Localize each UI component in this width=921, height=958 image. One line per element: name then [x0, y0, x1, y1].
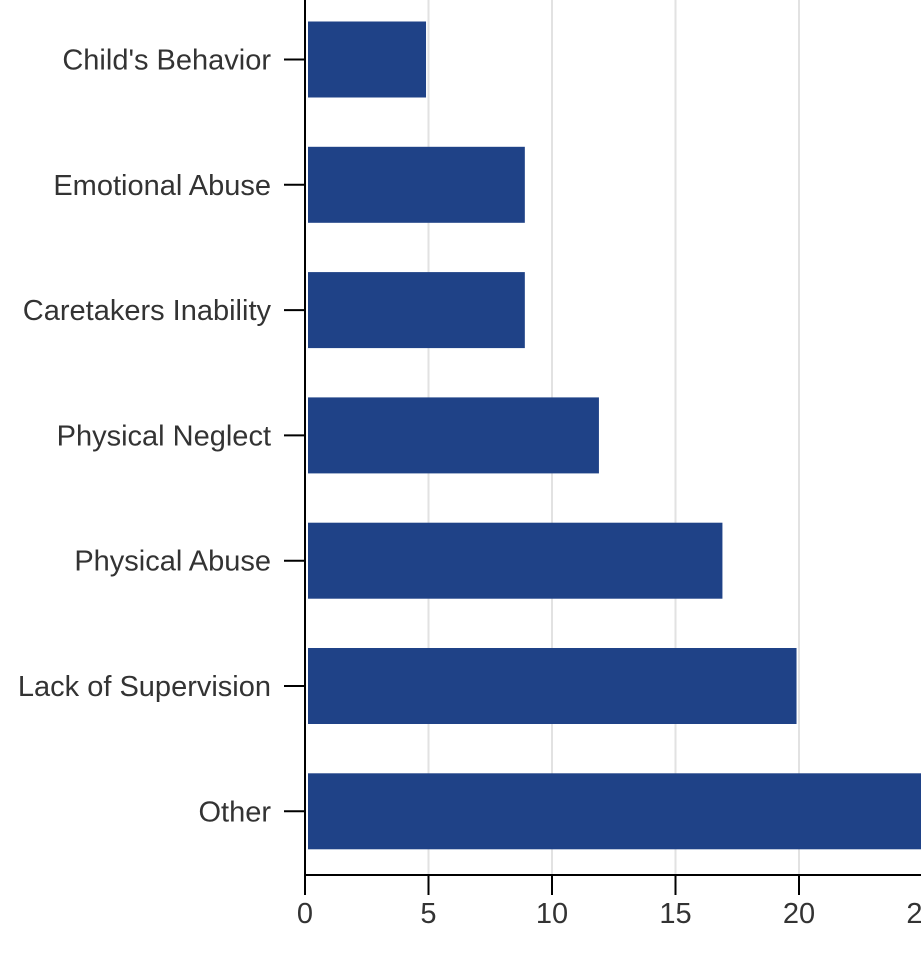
- bar: [308, 648, 797, 724]
- x-tick-label: 10: [536, 898, 568, 930]
- x-tick-label: 20: [783, 898, 815, 930]
- category-label: Lack of Supervision: [18, 671, 271, 703]
- bar: [308, 272, 525, 349]
- bar: [308, 773, 921, 850]
- category-label: Physical Neglect: [57, 420, 271, 452]
- bar: [308, 21, 427, 98]
- x-tick-label: 5: [420, 898, 436, 930]
- x-tick-label: 25: [906, 898, 921, 930]
- category-labels: Child's Behavior Emotional Abuse Caretaker…: [18, 45, 305, 828]
- bars: [308, 21, 921, 850]
- category-label: Other: [198, 796, 271, 828]
- category-label: Caretakers Inability: [23, 295, 272, 327]
- category-label: Emotional Abuse: [53, 170, 271, 202]
- category-label: Child's Behavior: [62, 45, 271, 77]
- x-tick-label: 15: [659, 898, 691, 930]
- bar: [308, 397, 599, 474]
- bar: [308, 522, 723, 599]
- x-tick-label: 0: [297, 898, 313, 930]
- bar: [308, 146, 525, 223]
- x-ticks: 0 5 10 15 20 25: [297, 875, 921, 930]
- category-label: Physical Abuse: [74, 546, 271, 578]
